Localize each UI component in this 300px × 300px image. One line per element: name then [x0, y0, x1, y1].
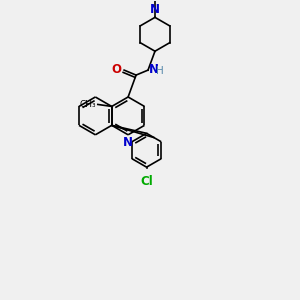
- Text: N: N: [150, 3, 160, 16]
- Text: Cl: Cl: [140, 175, 153, 188]
- Text: CH₃: CH₃: [79, 100, 96, 109]
- Text: O: O: [111, 63, 121, 76]
- Text: N: N: [123, 136, 133, 149]
- Text: N: N: [149, 63, 159, 76]
- Text: H: H: [156, 66, 164, 76]
